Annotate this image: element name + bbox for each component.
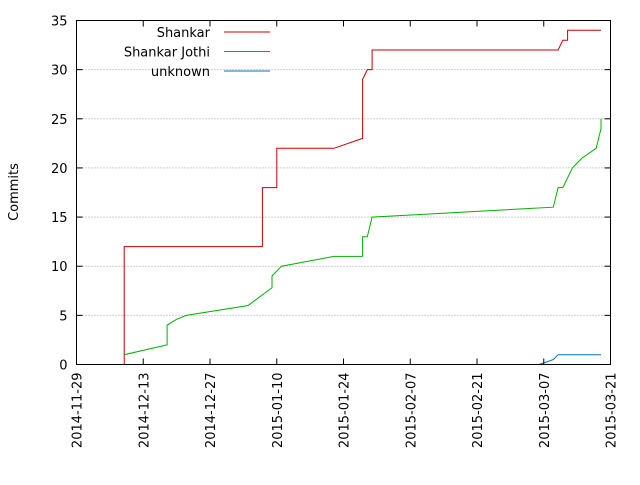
y-tick-label: 15 [51,211,68,226]
x-tick-label: 2014-12-13 [137,373,152,449]
y-tick-label: 25 [51,113,68,128]
y-tick-label: 10 [51,260,68,275]
y-tick-label: 20 [51,162,68,177]
legend-label: unknown [151,65,210,80]
series-line-0 [123,29,601,365]
y-tick-label: 0 [59,359,67,374]
x-tick-label: 2015-02-07 [404,373,419,449]
tick-layer: 0 5 10 15 20 25 30 35 2014-11-29 2014-12-13 2014-1… [51,15,620,449]
x-tick-label: 2014-11-29 [71,373,86,449]
x-tick-label: 2015-03-07 [538,373,553,449]
series-line-1 [124,118,602,356]
x-tick-label: 2015-02-21 [471,373,486,449]
grid-layer [76,69,611,316]
x-tick-label: 2014-12-27 [204,373,219,449]
x-tick-label: 2015-01-24 [338,373,353,449]
legend: Shankar Shankar Jothi unknown [124,26,270,80]
x-tick-label: 2015-03-21 [605,373,620,449]
legend-label: Shankar Jothi [124,46,210,61]
x-tick-label: 2015-01-10 [271,373,286,449]
series-line-2 [538,354,601,365]
y-tick-label: 5 [59,309,67,324]
legend-label: Shankar [157,26,211,41]
y-tick-label: 35 [51,15,68,30]
y-tick-label: 30 [51,64,68,79]
y-axis-label: Commits [7,163,22,221]
series-layer [123,29,602,365]
